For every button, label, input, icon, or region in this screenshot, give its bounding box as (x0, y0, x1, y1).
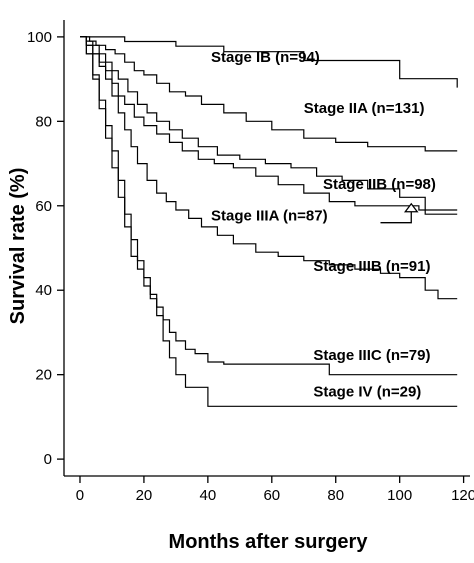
series-label-7: Stage IV (n=29) (313, 384, 421, 401)
x-tick-label: 60 (263, 487, 280, 504)
series-line-1 (80, 36, 458, 88)
x-tick-label: 40 (200, 487, 217, 504)
y-ticks: 0 20 40 60 80 100 (27, 29, 64, 468)
series-line-7 (80, 36, 458, 407)
y-tick-label: 60 (35, 198, 52, 215)
x-tick-label: 20 (136, 487, 153, 504)
y-tick-label: 40 (35, 282, 52, 299)
x-tick-label: 0 (76, 487, 84, 504)
x-ticks: 0 20 40 60 80 100 120 (76, 476, 474, 504)
series-label-1: Stage IB (n=94) (211, 49, 320, 66)
series-line-2 (80, 36, 458, 152)
series-line-3 (80, 36, 458, 211)
axes: 0 20 40 60 80 100 120 0 20 40 60 80 100 (27, 20, 474, 504)
series-label-5: Stage IIIB (n=91) (313, 258, 430, 275)
y-tick-label: 80 (35, 113, 52, 130)
y-tick-label: 100 (27, 29, 52, 46)
x-tick-label: 120 (451, 487, 474, 504)
x-axis-title: Months after surgery (169, 531, 369, 553)
x-tick-label: 80 (327, 487, 344, 504)
series-label-arrow-head (403, 202, 419, 213)
series-label-6: Stage IIIC (n=79) (313, 347, 430, 364)
series-label-3: Stage IIB (n=98) (323, 176, 436, 193)
series-label-4: Stage IIIA (n=87) (211, 208, 328, 225)
plot-area: Stage IB (n=94) Stage IIA (n=131) Stage II… (80, 36, 458, 407)
series-label-arrow (380, 211, 412, 224)
y-tick-label: 0 (44, 451, 52, 468)
y-axis-title: Survival rate (%) (7, 168, 29, 325)
y-tick-label: 20 (35, 367, 52, 384)
series-line-5 (80, 36, 458, 300)
x-tick-label: 100 (387, 487, 412, 504)
series-label-2: Stage IIA (n=131) (304, 100, 425, 117)
